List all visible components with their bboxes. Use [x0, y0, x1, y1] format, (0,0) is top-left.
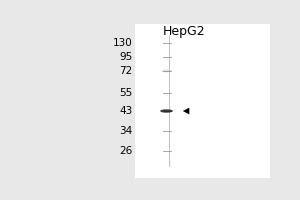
Text: 72: 72 — [120, 66, 133, 76]
Text: 34: 34 — [120, 126, 133, 136]
Text: 55: 55 — [120, 88, 133, 98]
Text: 43: 43 — [120, 106, 133, 116]
Ellipse shape — [160, 109, 173, 113]
Polygon shape — [183, 108, 189, 114]
Text: 130: 130 — [113, 38, 133, 48]
Text: 95: 95 — [120, 52, 133, 62]
FancyBboxPatch shape — [135, 24, 270, 178]
Ellipse shape — [161, 70, 172, 72]
Text: 26: 26 — [120, 146, 133, 156]
Text: HepG2: HepG2 — [163, 25, 205, 38]
